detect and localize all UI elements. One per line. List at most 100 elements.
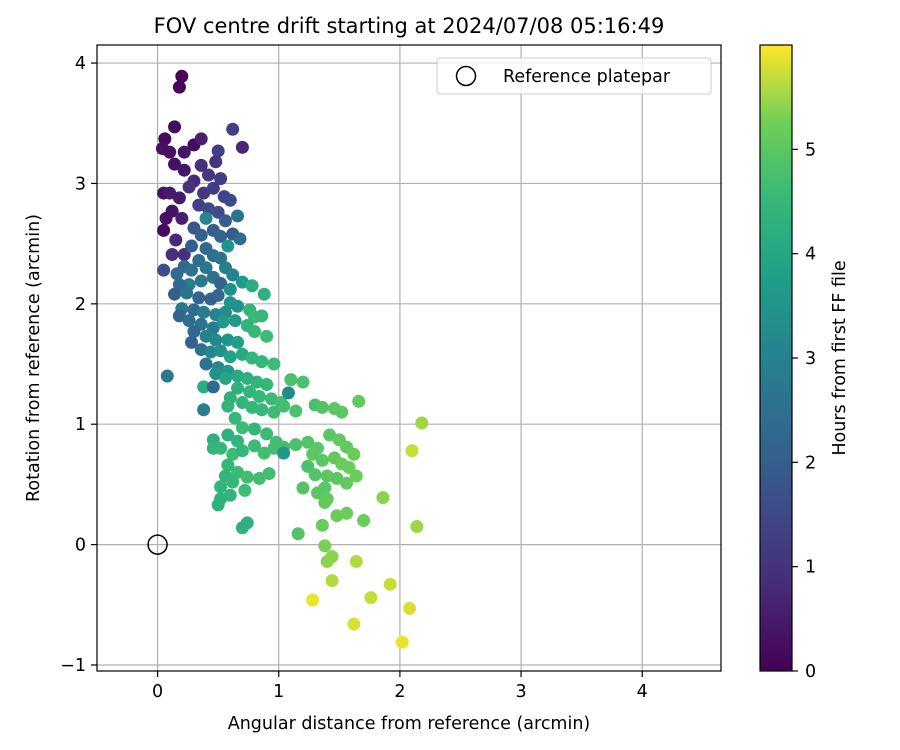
scatter-point: [197, 186, 211, 200]
scatter-point: [415, 416, 429, 430]
scatter-point: [255, 355, 269, 369]
scatter-point: [410, 520, 424, 534]
scatter-point: [209, 333, 223, 347]
scatter-point: [157, 223, 171, 237]
colorbar-tick-label: 2: [805, 453, 816, 473]
scatter-point: [172, 278, 186, 292]
scatter-point: [187, 325, 201, 339]
legend-entry-reference-platepar: Reference platepar: [503, 67, 671, 87]
reference-platepar-marker: [147, 534, 168, 555]
scatter-point: [185, 263, 199, 277]
scatter-point: [267, 405, 281, 419]
scatter-point: [235, 521, 249, 535]
scatter-point: [201, 168, 215, 182]
scatter-point: [168, 287, 182, 301]
y-axis-label: Rotation from reference (arcmin): [24, 214, 44, 502]
scatter-point: [199, 211, 213, 225]
scatter-point: [180, 286, 194, 300]
scatter-point: [364, 591, 378, 605]
scatter-point: [260, 427, 274, 441]
colorbar-tick-label: 3: [805, 349, 816, 369]
scatter-point: [226, 122, 240, 136]
scatter-point: [315, 400, 329, 414]
x-tick-label: 4: [637, 682, 648, 702]
y-tick-label: 3: [75, 174, 86, 194]
scatter-point: [308, 468, 322, 482]
scatter-point: [231, 434, 245, 448]
scatter-point: [238, 483, 252, 497]
scatter-point: [235, 396, 249, 410]
scatter-point: [175, 211, 189, 225]
scatter-point: [223, 282, 237, 296]
scatter-point: [175, 69, 189, 83]
scatter-point: [289, 404, 303, 418]
colorbar-tick-label: 1: [805, 558, 816, 578]
scatter-point: [340, 476, 354, 490]
y-tick-label: 2: [75, 295, 86, 315]
scatter-point: [248, 325, 262, 339]
scatter-point: [403, 601, 417, 615]
scatter-point: [165, 204, 179, 218]
colorbar-label: Hours from first FF file: [830, 260, 850, 455]
scatter-point: [340, 506, 354, 520]
scatter-point: [395, 635, 409, 649]
scatter-point: [211, 144, 225, 158]
scatter-point: [335, 405, 349, 419]
legend-box: [436, 57, 712, 95]
scatter-point: [204, 345, 218, 359]
legend: Reference platepar: [436, 57, 712, 95]
scatter-point: [211, 288, 225, 302]
scatter-point: [228, 314, 242, 328]
scatter-point: [376, 491, 390, 505]
scatter-point: [248, 439, 262, 453]
x-tick-label: 1: [273, 682, 284, 702]
scatter-point: [267, 357, 281, 371]
scatter-point: [211, 498, 225, 512]
scatter-point: [165, 247, 179, 261]
colorbar-ticks: 0 1 2 3 4 5: [792, 140, 816, 682]
scatter-point: [315, 518, 329, 532]
scatter-point: [160, 369, 174, 383]
colorbar: 0 1 2 3 4 5 Hours from first FF file: [759, 44, 850, 682]
scatter-point: [405, 444, 419, 458]
colorbar-tick-label: 4: [805, 245, 816, 265]
scatter-point: [289, 438, 303, 452]
scatter-point: [231, 335, 245, 349]
scatter-point: [223, 488, 237, 502]
scatter-point: [243, 385, 257, 399]
scatter-point: [168, 120, 182, 134]
scatter-point: [306, 593, 320, 607]
scatter-point: [172, 191, 186, 205]
scatter-point: [214, 251, 228, 265]
scatter-point: [218, 214, 232, 228]
scatter-point: [231, 209, 245, 223]
scatter-point: [185, 335, 199, 349]
scatter-point: [252, 390, 266, 404]
scatter-point: [323, 428, 337, 442]
y-tick-label: 1: [75, 415, 86, 435]
scatter-point: [157, 263, 171, 277]
plot-frame: [96, 44, 722, 672]
scatter-point: [245, 279, 259, 293]
scatter-point: [194, 158, 208, 172]
scatter-point: [214, 480, 228, 494]
scatter-point: [277, 399, 291, 413]
y-tick-label: 0: [75, 536, 86, 556]
scatter-point: [252, 471, 266, 485]
scatter-point: [260, 329, 274, 343]
scatter-point: [172, 309, 186, 323]
scatter-point: [206, 181, 220, 195]
scatter-point: [209, 155, 223, 169]
scatter-point: [301, 435, 315, 449]
scatter-point: [172, 80, 186, 94]
scatter-point: [357, 514, 371, 528]
scatter-point: [267, 441, 281, 455]
scatter-point: [284, 373, 298, 387]
x-tick-label: 3: [516, 682, 527, 702]
scatter-point: [221, 399, 235, 413]
scatter-point: [260, 377, 274, 391]
scatter-point: [214, 344, 228, 358]
scatter-point: [182, 180, 196, 194]
x-tick-label: 2: [394, 682, 405, 702]
scatter-point: [169, 233, 183, 247]
